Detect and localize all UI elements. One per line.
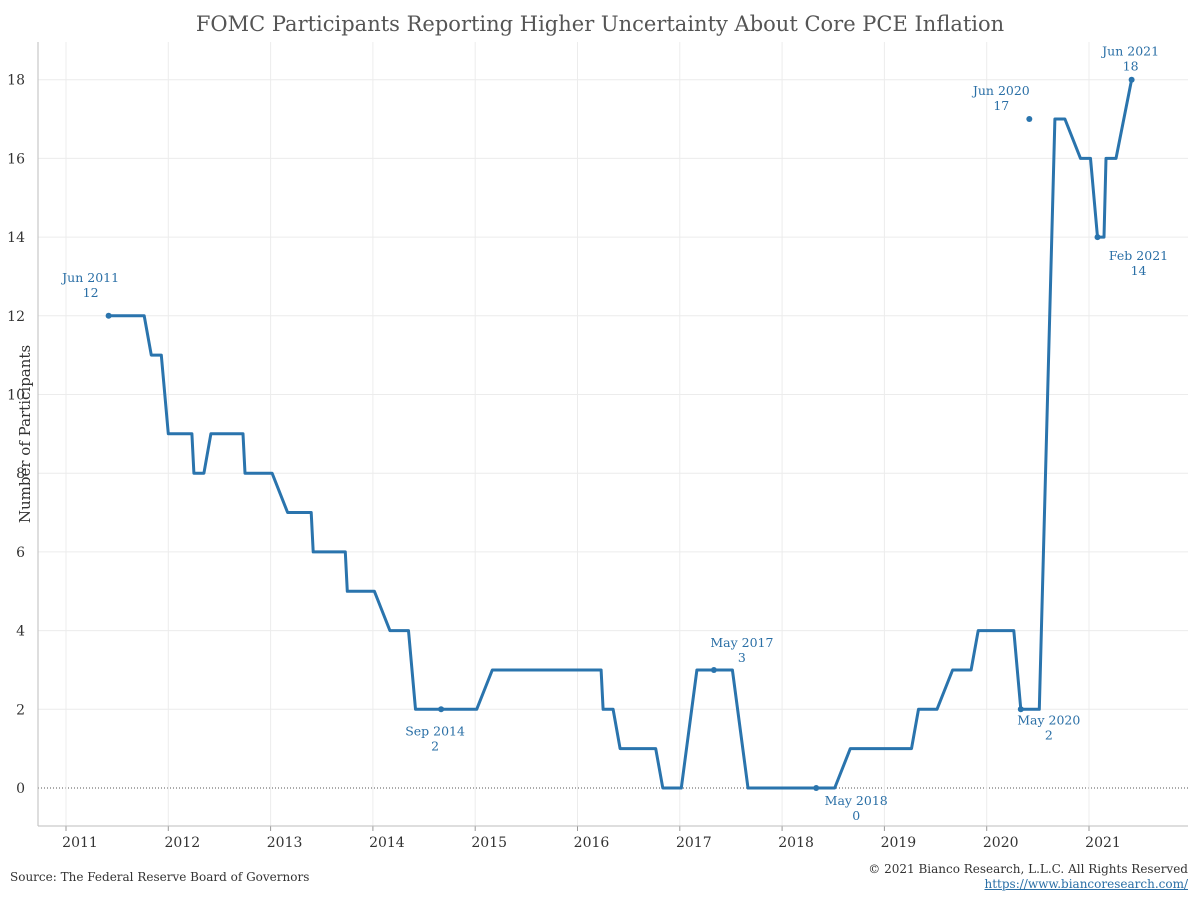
- annotation-point: [1026, 116, 1033, 123]
- annotation-point: [710, 666, 717, 673]
- annotation-date-label: May 2020: [1017, 712, 1080, 727]
- annotation-date-label: May 2017: [710, 635, 773, 650]
- annotation-point: [1128, 76, 1135, 83]
- series-line: [108, 79, 1134, 790]
- website-link[interactable]: https://www.biancoresearch.com/: [984, 877, 1188, 891]
- x-tick-label: 2021: [1085, 835, 1121, 851]
- chart-title: FOMC Participants Reporting Higher Uncer…: [195, 12, 1005, 36]
- x-tick-label: 2012: [164, 835, 200, 851]
- copyright-text: © 2021 Bianco Research, L.L.C. All Right…: [868, 862, 1188, 876]
- y-tick-label: 6: [16, 545, 25, 561]
- y-tick-label: 18: [7, 73, 25, 89]
- source-note: Source: The Federal Reserve Board of Gov…: [10, 870, 310, 884]
- x-tick-label: 2018: [778, 835, 814, 851]
- y-tick-label: 0: [16, 781, 25, 797]
- annotation-point: [1094, 234, 1101, 241]
- y-tick-label: 16: [7, 151, 25, 167]
- annotation-point: [438, 706, 445, 713]
- y-tick-label: 12: [7, 309, 25, 325]
- annotation-date-label: Sep 2014: [405, 723, 465, 738]
- x-tick-label: 2017: [676, 835, 712, 851]
- y-tick-label: 4: [16, 624, 25, 640]
- annotation-date-label: Jun 2011: [60, 270, 119, 285]
- annotation-value-label: 18: [1123, 59, 1139, 74]
- x-tick-label: 2011: [62, 835, 98, 851]
- annotation-point: [813, 785, 820, 791]
- x-tick-label: 2015: [471, 835, 507, 851]
- y-axis-label: Number of Participants: [16, 345, 34, 523]
- annotation-date-label: May 2018: [825, 793, 888, 808]
- annotation-date-label: Jun 2021: [1100, 44, 1159, 59]
- x-tick-label: 2013: [267, 835, 303, 851]
- annotation-value-label: 17: [993, 98, 1009, 113]
- annotation-point: [1017, 706, 1024, 713]
- series-group: [108, 79, 1134, 790]
- y-tick-label: 10: [7, 388, 25, 404]
- copyright-block: © 2021 Bianco Research, L.L.C. All Right…: [868, 862, 1188, 892]
- annotation-value-label: 2: [431, 738, 439, 753]
- annotation-value-label: 0: [852, 808, 860, 823]
- annotation-date-label: Jun 2020: [971, 83, 1030, 98]
- y-tick-label: 2: [16, 702, 25, 718]
- axes: [37, 42, 1188, 831]
- annotation-date-label: Feb 2021: [1109, 248, 1168, 263]
- x-tick-label: 2020: [983, 835, 1019, 851]
- y-tick-label: 8: [16, 466, 25, 482]
- x-tick-label: 2014: [369, 835, 405, 851]
- annotation-value-label: 2: [1045, 727, 1053, 742]
- x-tick-label: 2019: [881, 835, 917, 851]
- annotation-point: [105, 312, 112, 319]
- annotation-value-label: 3: [738, 650, 746, 665]
- annotation-value-label: 12: [83, 285, 99, 300]
- y-tick-label: 14: [7, 230, 25, 246]
- annotation-value-label: 14: [1131, 263, 1147, 278]
- x-tick-label: 2016: [574, 835, 610, 851]
